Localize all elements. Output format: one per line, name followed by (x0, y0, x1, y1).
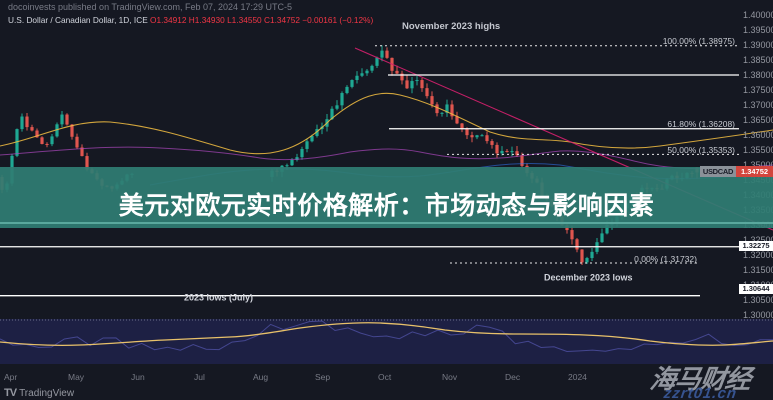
svg-text:50.00% (1.35353): 50.00% (1.35353) (667, 145, 735, 155)
svg-text:2023 lows (July): 2023 lows (July) (184, 293, 253, 303)
svg-text:November 2023 highs: November 2023 highs (402, 21, 500, 32)
svg-text:61.80% (1.36208): 61.80% (1.36208) (667, 119, 735, 129)
svg-text:0.00% (1.31732): 0.00% (1.31732) (634, 254, 697, 264)
svg-text:December 2023 lows: December 2023 lows (544, 273, 633, 283)
svg-text:100.00% (1.38975): 100.00% (1.38975) (663, 36, 735, 46)
